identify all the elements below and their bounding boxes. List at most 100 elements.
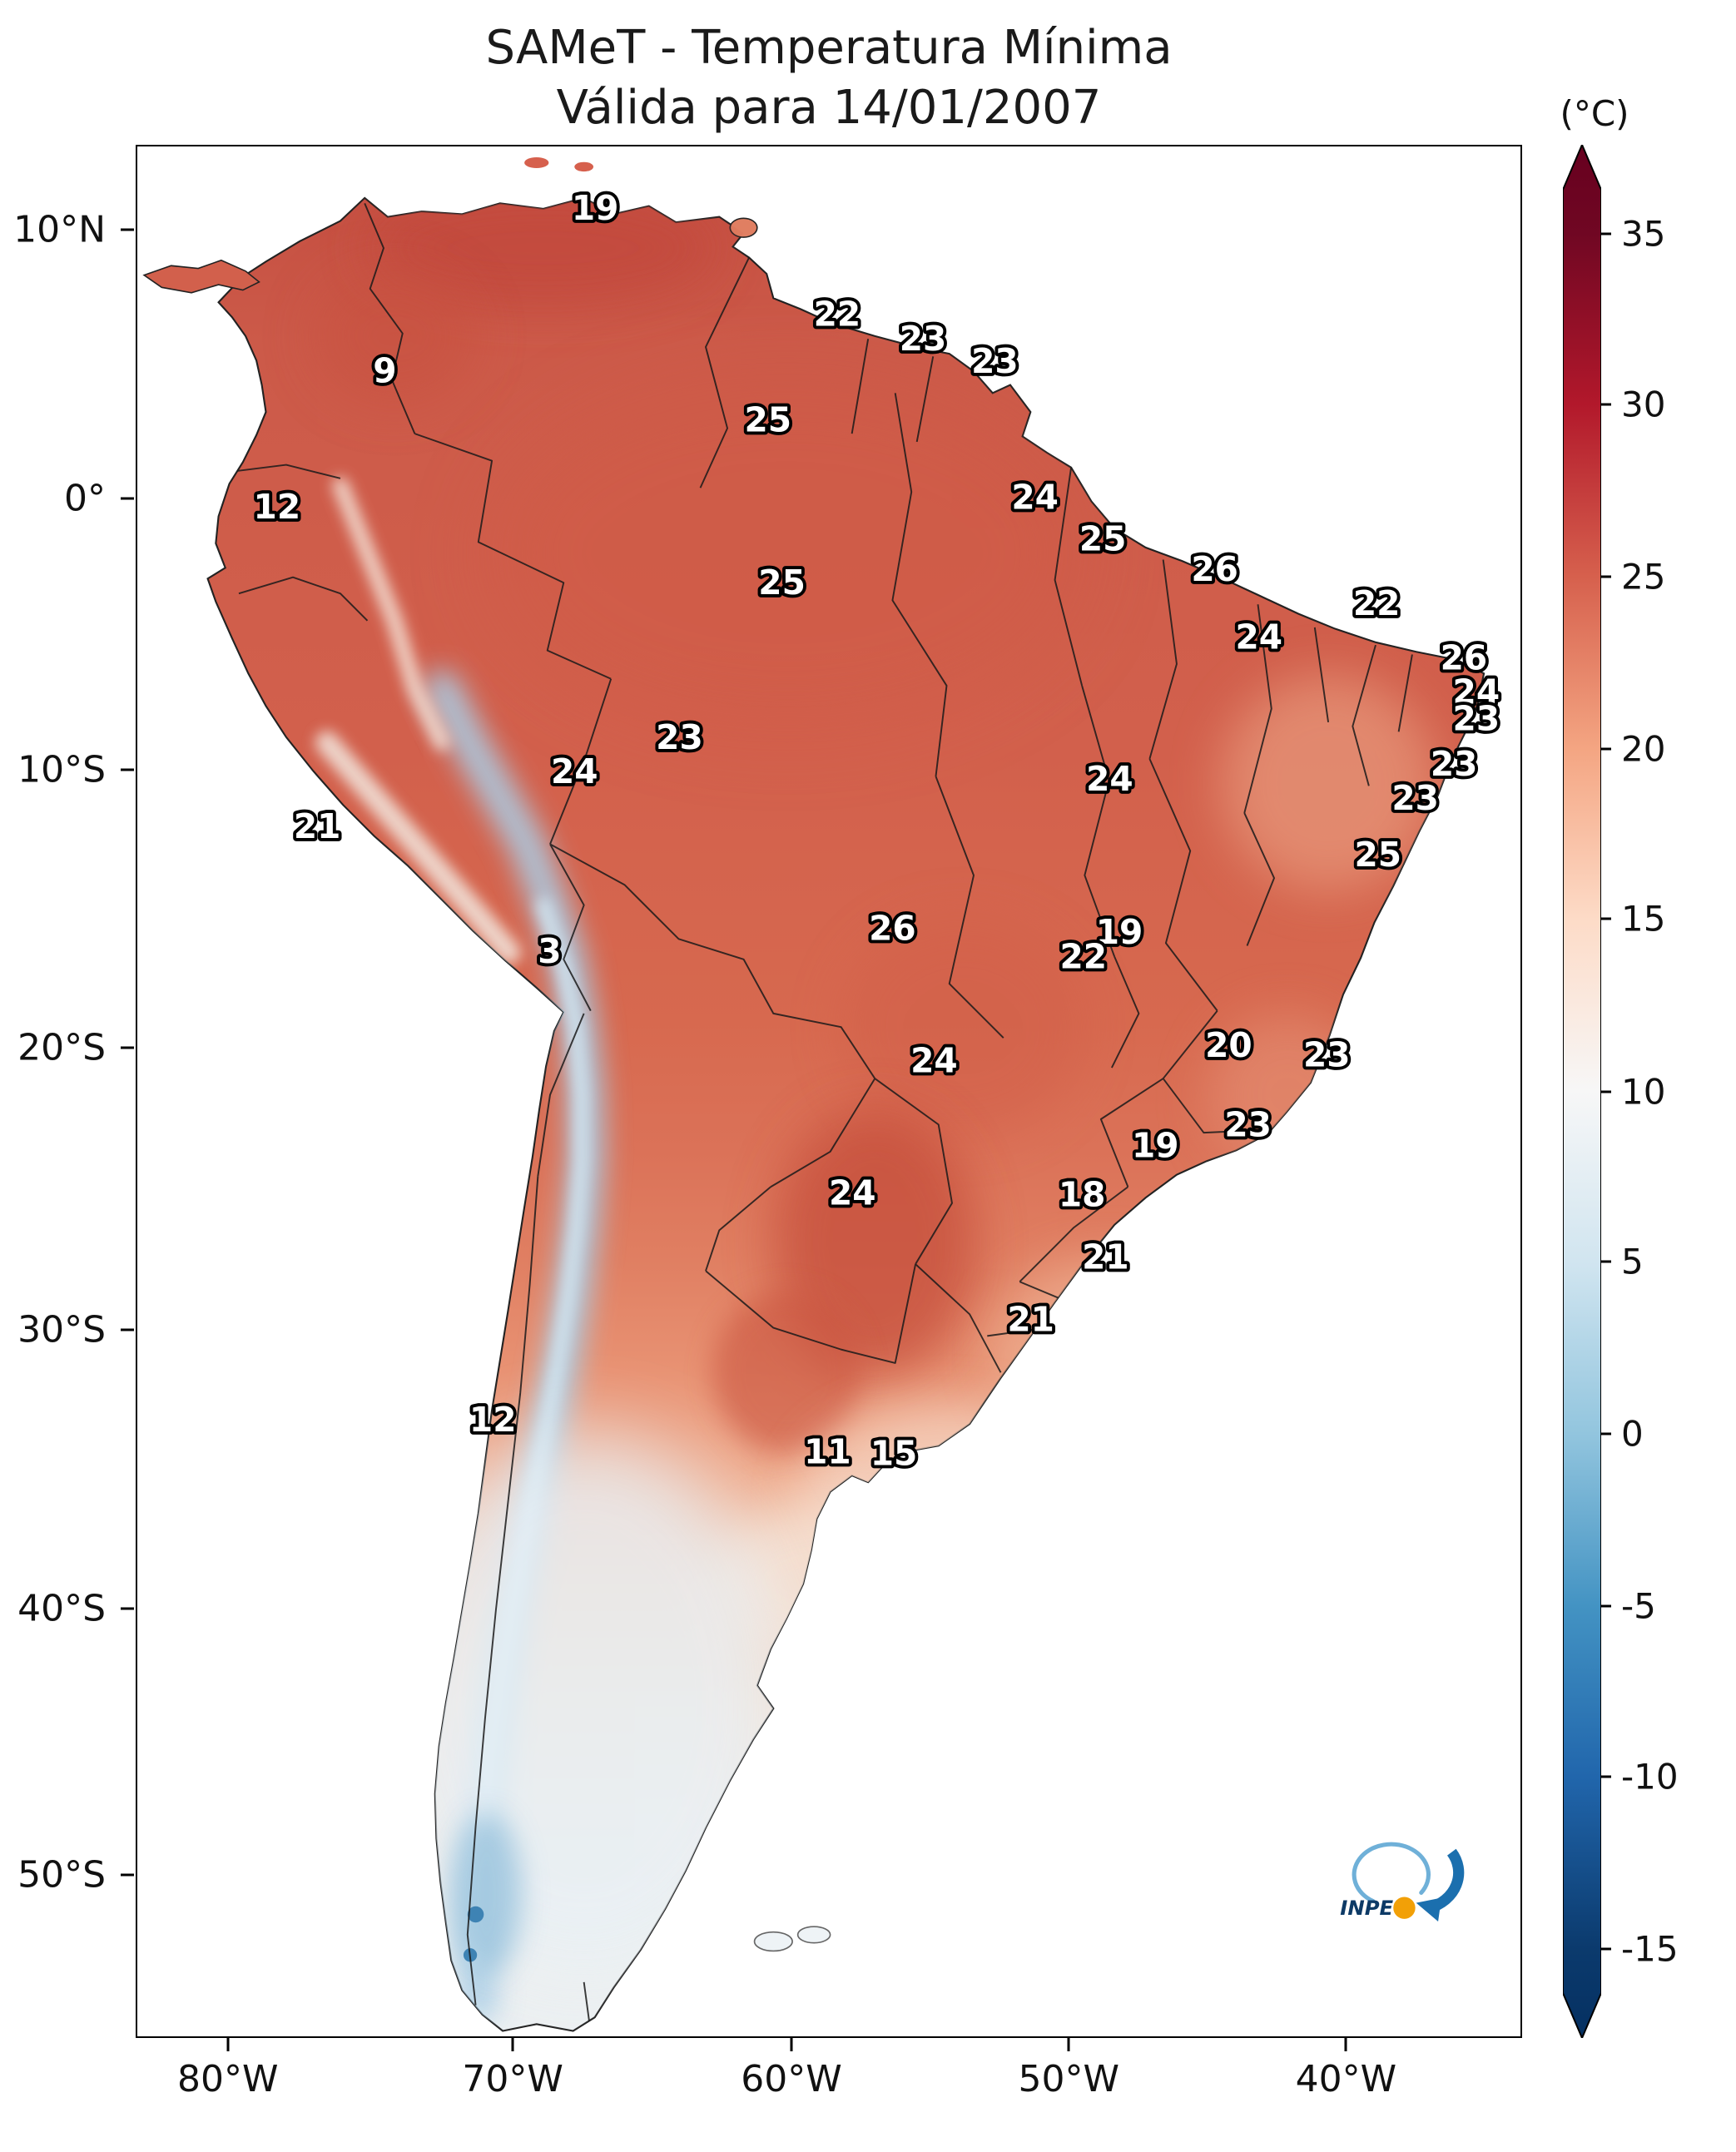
temp-label: 19 [1096, 912, 1143, 952]
temp-label: 22 [814, 294, 861, 334]
lat-tick-mark [121, 1328, 134, 1331]
temp-label: 20 [1205, 1025, 1252, 1065]
temp-label: 21 [294, 806, 341, 846]
colorbar-tick-mark [1601, 1260, 1611, 1263]
logo-arrowhead [1416, 1897, 1442, 1922]
lat-tick-label: 30°S [17, 1308, 106, 1351]
lon-tick-label: 50°W [1018, 2058, 1119, 2100]
temp-label: 18 [1059, 1175, 1106, 1215]
map-axes: 19 22 23 23 9 25 12 24 25 26 25 22 24 26 24 23 23 23 24 24 2… [136, 145, 1522, 2038]
temp-label: 23 [1224, 1105, 1272, 1145]
lat-tick-mark [121, 497, 134, 500]
lon-tick-mark [1344, 2038, 1347, 2051]
colorbar-tick-label: -15 [1621, 1928, 1679, 1970]
temp-label: 12 [469, 1400, 517, 1440]
temp-label: 12 [254, 487, 301, 527]
colorbar-tick-label: 0 [1621, 1413, 1644, 1455]
colorbar-tick-label: -10 [1621, 1756, 1679, 1797]
colorbar [1563, 145, 1601, 2038]
temp-label: 15 [870, 1434, 918, 1474]
lat-axis: 10°N 0° 10°S 20°S 30°S 40°S 50°S [0, 145, 134, 2038]
lat-tick-label: 20°S [17, 1026, 106, 1069]
lon-tick-label: 70°W [462, 2058, 563, 2100]
colorbar-tick-mark [1601, 1090, 1611, 1093]
title-line-2: Válida para 14/01/2007 [556, 80, 1102, 135]
lon-tick-label: 80°W [177, 2058, 279, 2100]
temp-label: 24 [1236, 617, 1283, 657]
temp-label: 23 [1303, 1035, 1351, 1075]
logo-orange-dot [1393, 1897, 1416, 1919]
temp-label: 19 [572, 188, 619, 228]
colorbar-tick-mark [1601, 575, 1611, 578]
temp-label: 25 [758, 563, 806, 602]
island-speck [574, 161, 594, 172]
temp-label: 23 [1391, 778, 1439, 818]
panama-strip [142, 259, 260, 294]
title-line-1: SAMeT - Temperatura Mínima [485, 21, 1173, 75]
inpe-logo: INPE [1327, 1821, 1479, 1934]
lat-tick-mark [121, 1046, 134, 1049]
temp-label: 25 [745, 400, 792, 440]
temp-label: 24 [910, 1040, 958, 1080]
temp-label: 24 [1453, 672, 1500, 712]
temp-label: 22 [1353, 583, 1401, 623]
temp-label: 21 [1007, 1300, 1054, 1340]
temp-label: 23 [1431, 744, 1478, 784]
colorbar-tick-mark [1601, 917, 1611, 920]
lat-tick-label: 40°S [17, 1587, 106, 1630]
lat-tick-label: 0° [64, 477, 106, 520]
lat-tick-mark [121, 1873, 134, 1877]
temp-label: 19 [1132, 1126, 1179, 1166]
temp-label: 23 [1453, 698, 1500, 738]
political-borders [231, 202, 1413, 2031]
colorbar-tick-label: 15 [1621, 898, 1666, 940]
colorbar-unit-label: (°C) [1560, 93, 1629, 134]
temp-label: 23 [900, 319, 947, 359]
logo-swirl-light [1352, 1842, 1431, 1904]
temp-label: 23 [656, 717, 703, 757]
island-falkland [796, 1926, 831, 1944]
colorbar-tick-label: 30 [1621, 384, 1666, 425]
temp-label: 24 [551, 751, 598, 791]
temp-label: 22 [1059, 937, 1107, 977]
lat-tick-mark [121, 768, 134, 771]
colorbar-tick-mark [1601, 1947, 1611, 1951]
colorbar-tick-label: 5 [1621, 1241, 1644, 1282]
lat-tick-label: 10°S [17, 748, 106, 791]
temp-label: 25 [1354, 835, 1401, 875]
lon-tick-mark [226, 2038, 230, 2051]
island-trinidad [729, 217, 758, 238]
colorbar-tick-mark [1601, 747, 1611, 751]
lat-tick-mark [121, 228, 134, 231]
temp-label: 26 [1441, 638, 1488, 678]
temp-label: 24 [1086, 759, 1133, 799]
lon-axis: 80°W 70°W 60°W 50°W 40°W [136, 2038, 1522, 2113]
temp-label: 11 [804, 1431, 851, 1471]
temp-label: 26 [869, 908, 916, 948]
temp-label: 26 [1191, 549, 1238, 589]
logo-text: INPE [1341, 1896, 1394, 1920]
colorbar-tick-label: -5 [1621, 1585, 1656, 1627]
colorbar-tick-mark [1601, 1432, 1611, 1435]
colorbar-tick-label: 20 [1621, 728, 1666, 770]
lon-tick-label: 60°W [741, 2058, 842, 2100]
colorbar-tick-mark [1601, 232, 1611, 236]
temp-label: 24 [1011, 478, 1059, 518]
temp-label: 3 [538, 931, 561, 971]
colorbar-ticks: 35 30 25 20 15 10 5 0 -5 -10 -15 [1601, 145, 1734, 2038]
continent [142, 157, 1486, 2032]
lat-tick-label: 50°S [17, 1853, 106, 1897]
temp-label: 9 [373, 351, 396, 391]
colorbar-tick-label: 10 [1621, 1071, 1666, 1112]
island-falkland [753, 1931, 793, 1952]
lon-tick-label: 40°W [1295, 2058, 1397, 2100]
temp-label: 24 [829, 1173, 876, 1212]
lon-tick-mark [790, 2038, 793, 2051]
colorbar-tick-mark [1601, 403, 1611, 406]
figure-title: SAMeT - Temperatura Mínima Válida para 1… [136, 18, 1522, 137]
colorbar-gradient [1563, 145, 1601, 2038]
lat-tick-mark [121, 1607, 134, 1610]
